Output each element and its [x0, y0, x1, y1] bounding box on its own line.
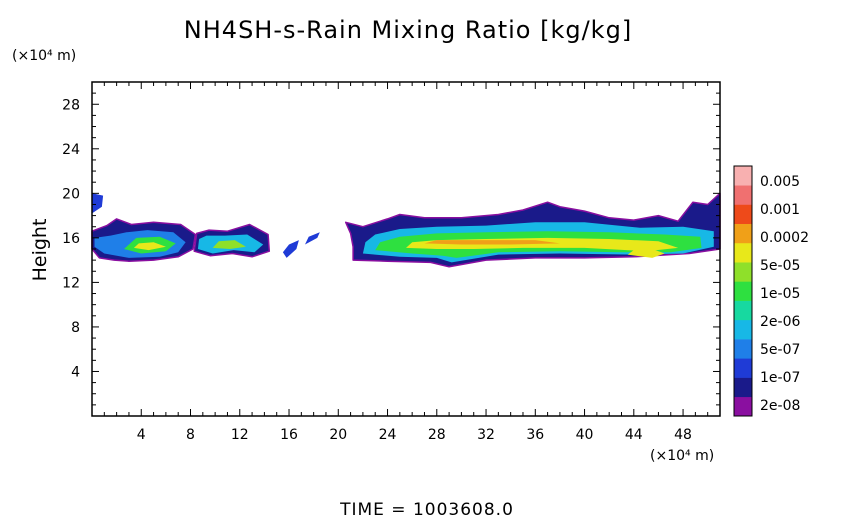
contour-region-9 [305, 232, 320, 245]
x-unit-label: (×10⁴ m) [650, 448, 714, 464]
plot-area [91, 81, 721, 417]
contour-region-14 [424, 240, 560, 245]
x-tick-labels: 4 8 12 16 20 24 28 32 36 40 44 48 [137, 427, 692, 443]
y-unit-label: (×10⁴ m) [12, 48, 76, 64]
x-tick-label: 40 [576, 427, 594, 443]
y-tick-labels: 4 8 12 16 20 24 28 [62, 97, 80, 380]
x-tick-label: 28 [428, 427, 446, 443]
colorbar-swatch [734, 319, 752, 340]
colorbar-label: 1e-05 [760, 286, 800, 302]
x-tick-label: 20 [329, 427, 347, 443]
colorbar-label: 5e-07 [760, 342, 800, 358]
colorbar-swatch [734, 185, 752, 205]
x-tick-label: 36 [526, 427, 544, 443]
x-tick-label: 8 [186, 427, 195, 443]
contour-region-4 [92, 193, 104, 214]
chart-title: NH4SH-s-Rain Mixing Ratio [kg/kg] [184, 16, 632, 44]
colorbar-swatch [734, 242, 752, 263]
colorbar-label: 0.005 [760, 174, 800, 190]
y-tick-label: 12 [62, 275, 80, 291]
plot-frame [91, 81, 721, 417]
x-tick-label: 48 [674, 427, 692, 443]
y-axis-label: Height [29, 219, 51, 282]
contour-regions [91, 192, 721, 268]
colorbar-swatch [734, 377, 752, 398]
colorbar-swatch [734, 281, 752, 301]
colorbar-swatch [734, 204, 752, 224]
colorbar-label: 0.001 [760, 202, 800, 218]
colorbar-label: 2e-06 [760, 314, 800, 330]
contour-region-3 [133, 242, 166, 251]
colorbar-label: 5e-05 [760, 258, 800, 274]
contour-region-7 [212, 240, 246, 249]
colorbar-swatch [734, 396, 752, 417]
y-tick-label: 20 [62, 186, 80, 202]
y-tick-label: 16 [62, 231, 80, 247]
colorbar-label: 1e-07 [760, 370, 800, 386]
x-tick-label: 44 [625, 427, 643, 443]
y-tick-label: 4 [71, 364, 80, 380]
y-tick-label: 28 [62, 97, 80, 113]
x-tick-label: 4 [137, 427, 146, 443]
colorbar-frame [733, 165, 753, 417]
contour-region-15 [627, 249, 665, 258]
colorbar-swatch [734, 300, 752, 321]
colorbar-swatch [734, 166, 752, 186]
x-tick-label: 24 [379, 427, 397, 443]
colorbar-swatch [734, 358, 752, 378]
colorbar-swatch [734, 339, 752, 359]
x-tick-label: 16 [280, 427, 298, 443]
colorbar-label: 2e-08 [760, 398, 800, 414]
time-label: TIME = 1003608.0 [339, 500, 514, 519]
colorbar: 2e-08 1e-07 5e-07 2e-06 1e-05 5e-05 0.0002 0.00… [733, 165, 809, 417]
y-tick-label: 8 [71, 320, 80, 336]
x-tick-label: 12 [231, 427, 249, 443]
colorbar-label: 0.0002 [760, 230, 809, 246]
colorbar-swatch [734, 223, 752, 244]
y-tick-label: 24 [62, 142, 80, 158]
contour-region-8 [282, 240, 299, 258]
x-tick-label: 32 [477, 427, 495, 443]
colorbar-swatch [734, 262, 752, 282]
